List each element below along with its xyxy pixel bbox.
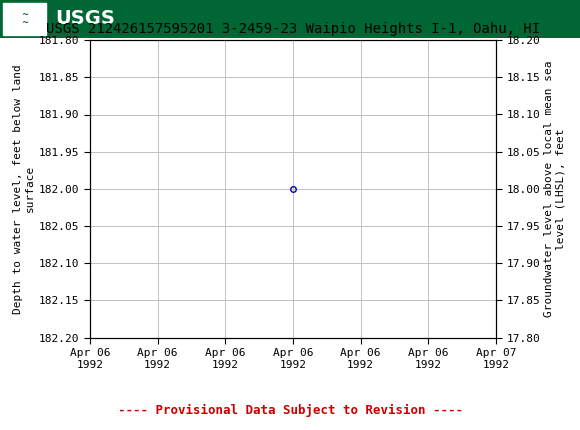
FancyBboxPatch shape	[3, 3, 46, 35]
Title: USGS 212426157595201 3-2459-23 Waipio Heights I-1, Oahu, HI: USGS 212426157595201 3-2459-23 Waipio He…	[46, 22, 540, 36]
Y-axis label: Groundwater level above local mean sea
level (LHSL), feet: Groundwater level above local mean sea l…	[544, 61, 566, 317]
Text: ~
~: ~ ~	[21, 10, 28, 27]
Y-axis label: Depth to water level, feet below land
surface: Depth to water level, feet below land su…	[13, 64, 35, 314]
Text: USGS: USGS	[55, 9, 115, 28]
Text: ---- Provisional Data Subject to Revision ----: ---- Provisional Data Subject to Revisio…	[118, 404, 462, 417]
